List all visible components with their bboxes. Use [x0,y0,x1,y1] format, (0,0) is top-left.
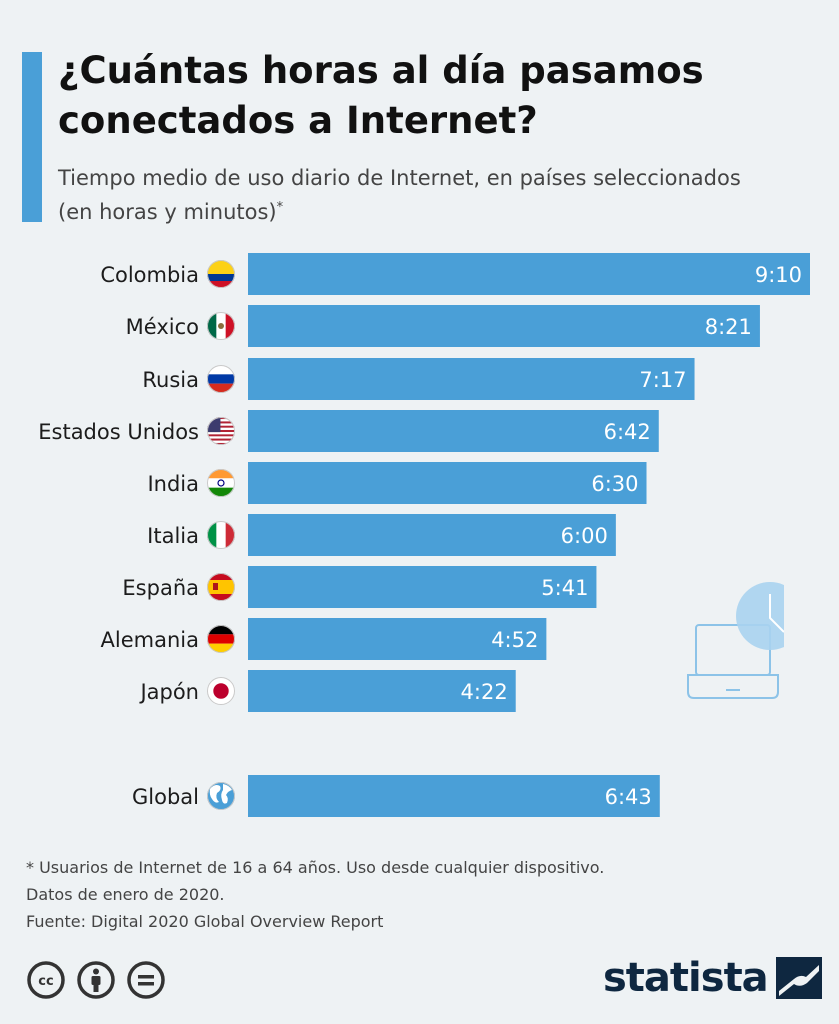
logo-text: statista [603,955,769,1001]
category-label: Rusia [142,368,199,392]
bar-9 [248,775,660,817]
bar-2 [248,358,695,400]
bar-1 [248,305,760,347]
category-label: Alemania [101,628,199,652]
bar-8 [248,670,516,712]
cc-icon[interactable]: cc [26,960,66,1000]
bar-value-label: 7:17 [639,368,686,392]
category-label: Global [132,785,199,809]
bar-value-label: 6:00 [561,524,608,548]
flag-italy [207,521,235,549]
chart-subtitle: Tiempo medio de uso diario de Internet, … [58,164,758,227]
chart-title: ¿Cuántas horas al día pasamos conectados… [58,49,704,142]
flag-russia [207,365,235,393]
flag-spain [207,573,235,601]
bar-4 [248,462,647,504]
bar-0 [248,253,810,295]
flag-india [207,469,235,497]
bar-value-label: 4:52 [491,628,538,652]
statista-logo-mark-icon [775,957,822,999]
footnote-line-1: * Usuarios de Internet de 16 a 64 años. … [26,858,605,877]
category-label: España [122,576,199,600]
globe-icon [207,782,235,810]
nd-icon[interactable] [126,960,166,1000]
category-label: India [147,472,199,496]
category-label: Japón [138,680,199,704]
flag-japan [207,677,235,705]
license-icons: cc [26,960,166,1000]
bar-value-label: 9:10 [755,263,802,287]
laptop-clock-illustration [687,582,784,699]
bar-value-label: 6:42 [604,420,651,444]
subtitle-text: Tiempo medio de uso diario de Internet, … [58,166,741,224]
bar-7 [248,618,547,660]
flag-mexico [207,312,235,340]
flag-colombia [207,260,235,288]
category-label: Colombia [100,263,199,287]
bar-5 [248,514,616,556]
bar-value-label: 8:21 [705,315,752,339]
accent-bar [22,52,42,222]
bar-value-label: 6:30 [591,472,638,496]
by-icon[interactable] [76,960,116,1000]
category-label: México [126,315,199,339]
category-label: Estados Unidos [38,420,199,444]
source-line: Fuente: Digital 2020 Global Overview Rep… [26,912,384,931]
flag-usa [207,417,235,445]
subtitle-marker: * [276,200,284,215]
bar-6 [248,566,597,608]
footnote-line-2: Datos de enero de 2020. [26,885,225,904]
svg-text:cc: cc [38,974,53,989]
bar-value-label: 5:41 [541,576,588,600]
category-label: Italia [147,524,199,548]
bar-chart: 9:10 Colombia 8:21 México 7:17 Rusia 6:42 Estad… [38,253,810,817]
bar-value-label: 6:43 [605,785,652,809]
statista-logo[interactable]: statista [603,954,822,1002]
bar-value-label: 4:22 [461,680,508,704]
footnote: * Usuarios de Internet de 16 a 64 años. … [26,854,604,935]
flag-germany [207,625,235,653]
bar-3 [248,410,659,452]
clock-icon [736,582,784,650]
